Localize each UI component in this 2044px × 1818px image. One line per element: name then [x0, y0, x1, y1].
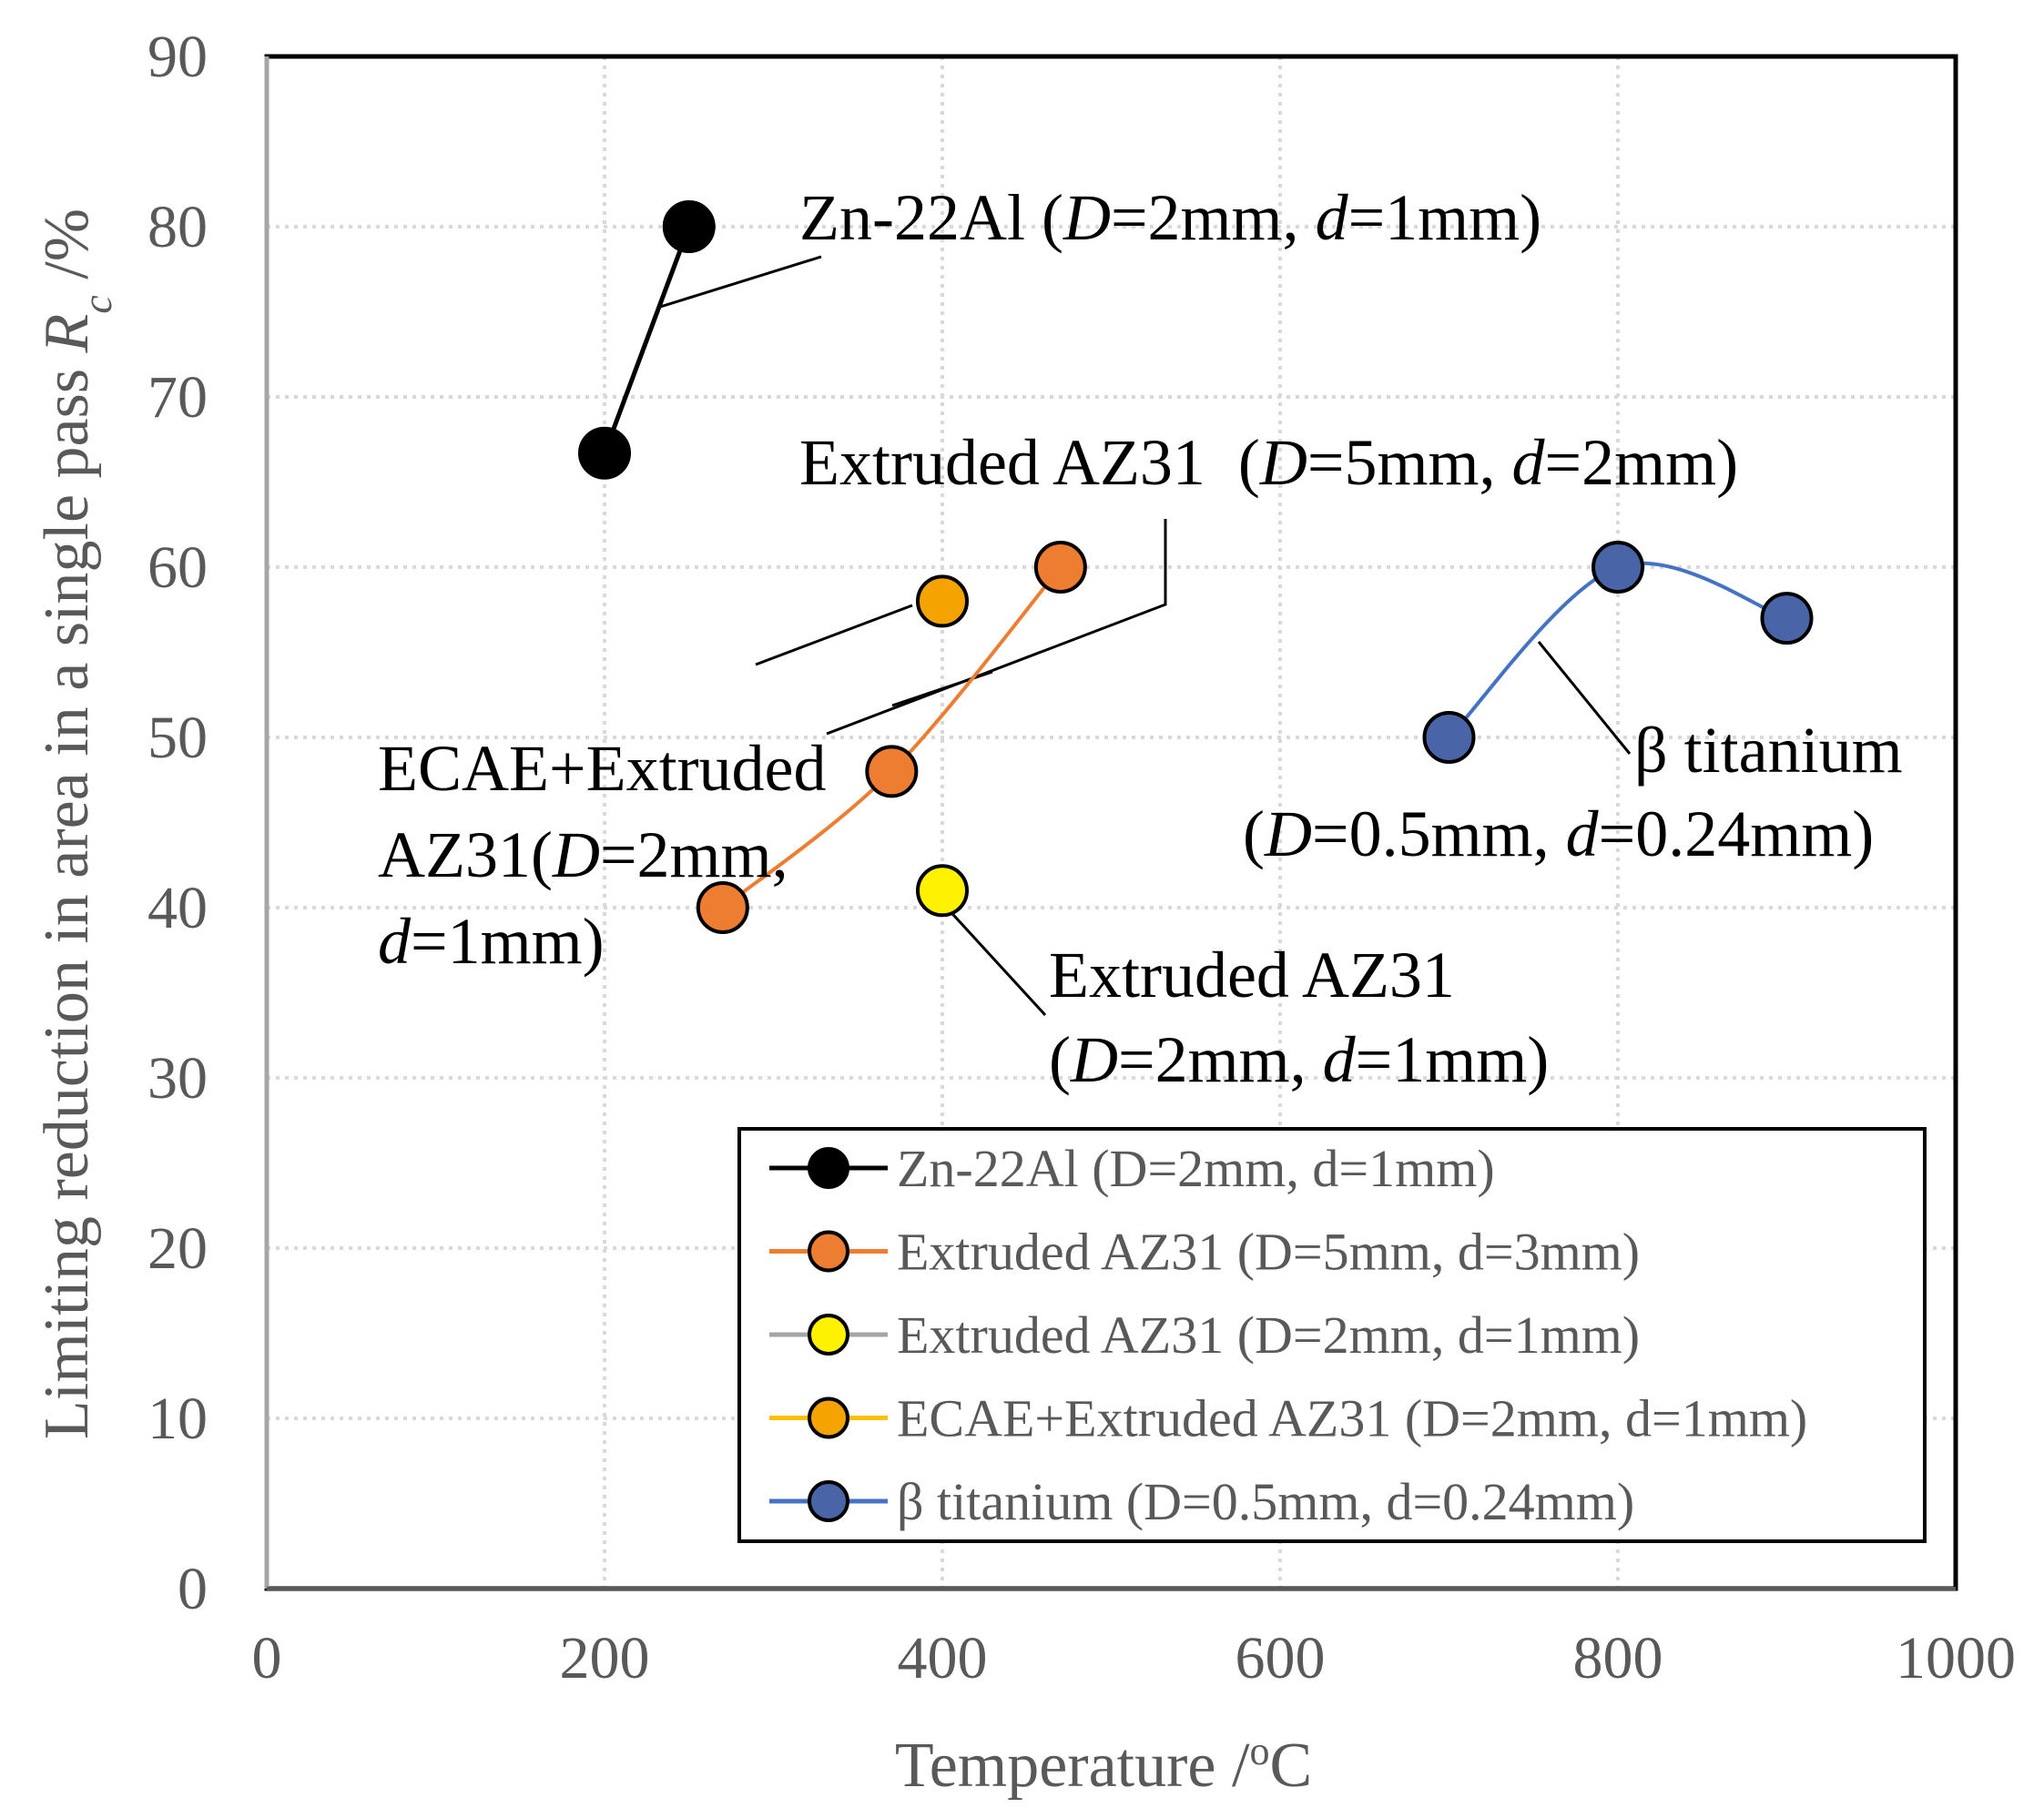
leader-lines — [656, 255, 1632, 1017]
y-tick-label: 20 — [147, 1215, 208, 1282]
data-point — [916, 864, 969, 918]
y-tick-label: 60 — [147, 534, 208, 601]
legend-label: β titanium (D=0.5mm, d=0.24mm) — [897, 1472, 1634, 1531]
legend-swatch-marker — [808, 1397, 849, 1439]
legend-swatch-marker — [808, 1480, 849, 1522]
x-tick-label: 400 — [898, 1625, 988, 1691]
y-tick-label: 90 — [147, 24, 208, 90]
y-tick-label: 80 — [147, 194, 208, 260]
legend-label: Extruded AZ31 (D=5mm, d=3mm) — [897, 1223, 1640, 1282]
x-tick-label: 200 — [560, 1625, 650, 1691]
leader-line-az2 — [943, 904, 1047, 1017]
series-line-0 — [602, 226, 692, 454]
legend-swatch-marker — [808, 1314, 849, 1356]
y-tick-label: 10 — [147, 1386, 208, 1452]
data-point — [662, 200, 716, 253]
data-point — [865, 745, 919, 798]
x-axis-title: Temperature /oC — [895, 1729, 1312, 1802]
annotation-beta: β titanium (D=0.5mm, d=0.24mm) — [1243, 714, 1919, 870]
annotation-az2: Extruded AZ31 (D=2mm, d=1mm) — [1049, 939, 1549, 1096]
annotation-ecae: ECAE+Extruded AZ31(D=2mm, d=1mm) — [378, 732, 843, 978]
annotation-az5: Extruded AZ31 (D=5mm, d=2mm) — [799, 426, 1738, 499]
legend-swatch-marker — [808, 1147, 849, 1189]
data-point — [1591, 541, 1644, 594]
x-tick-labels: 0 200 400 600 800 1000 — [252, 1625, 2017, 1691]
y-tick-label: 50 — [147, 705, 208, 771]
data-point — [578, 426, 631, 480]
leader-line-ecae-b — [891, 670, 993, 707]
series-markers — [578, 200, 1814, 934]
y-tick-labels: 0 10 20 30 40 50 60 70 80 90 — [147, 24, 208, 1622]
legend-items: Zn-22Al (D=2mm, d=1mm) Extruded AZ31 (D=5… — [769, 1139, 1807, 1531]
legend-label: Extruded AZ31 (D=2mm, d=1mm) — [897, 1305, 1640, 1365]
y-tick-label: 70 — [147, 364, 208, 431]
y-tick-label: 30 — [147, 1045, 208, 1112]
y-axis-title: Limiting reduction in area in a single p… — [32, 208, 120, 1439]
legend-label: ECAE+Extruded AZ31 (D=2mm, d=1mm) — [897, 1389, 1807, 1448]
data-point — [1422, 711, 1476, 764]
annotation-zn: Zn-22Al (D=2mm, d=1mm) — [799, 181, 1541, 254]
x-tick-label: 800 — [1573, 1625, 1663, 1691]
legend-box — [737, 1127, 1927, 1543]
x-tick-label: 1000 — [1896, 1625, 2016, 1691]
legend-label: Zn-22Al (D=2mm, d=1mm) — [897, 1139, 1495, 1198]
data-point — [1760, 592, 1814, 645]
leader-line-beta — [1537, 641, 1632, 755]
x-tick-label: 0 — [252, 1625, 282, 1691]
leader-line-ecae-a — [755, 604, 913, 666]
x-tick-label: 600 — [1236, 1625, 1326, 1691]
data-point — [696, 881, 749, 934]
y-tick-label: 0 — [178, 1556, 208, 1622]
y-tick-label: 40 — [147, 875, 208, 941]
data-point — [1033, 541, 1087, 594]
data-point — [916, 574, 969, 628]
legend-swatch-marker — [808, 1230, 849, 1273]
legend: Zn-22Al (D=2mm, d=1mm) Extruded AZ31 (D=5… — [737, 1127, 1927, 1543]
leader-line-zn — [656, 255, 822, 310]
